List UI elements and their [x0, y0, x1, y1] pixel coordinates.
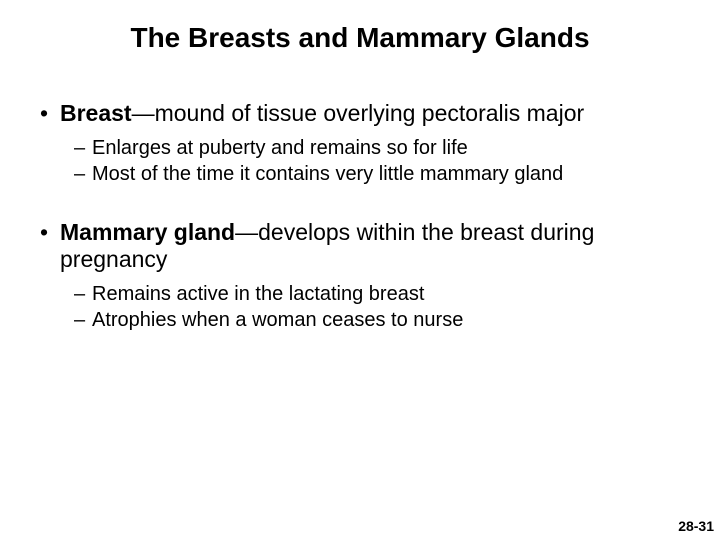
slide-title: The Breasts and Mammary Glands — [28, 22, 692, 54]
bullet-line: • Breast—mound of tissue overlying pecto… — [40, 100, 692, 127]
dash-icon: – — [74, 307, 92, 333]
bullet-dot-icon: • — [40, 100, 60, 127]
bullet-text: Mammary gland—develops within the breast… — [60, 219, 692, 273]
sub-bullet-text: Atrophies when a woman ceases to nurse — [92, 307, 463, 333]
slide: The Breasts and Mammary Glands • Breast—… — [0, 0, 720, 540]
sub-bullet-group: – Remains active in the lactating breast… — [40, 281, 692, 333]
slide-content: • Breast—mound of tissue overlying pecto… — [28, 100, 692, 333]
sub-bullet-group: – Enlarges at puberty and remains so for… — [40, 135, 692, 187]
bullet-dot-icon: • — [40, 219, 60, 246]
sub-bullet-item: – Enlarges at puberty and remains so for… — [74, 135, 692, 161]
term: Mammary gland — [60, 219, 235, 245]
dash-icon: – — [74, 281, 92, 307]
dash-icon: – — [74, 135, 92, 161]
sub-bullet-item: – Remains active in the lactating breast — [74, 281, 692, 307]
sub-bullet-text: Remains active in the lactating breast — [92, 281, 424, 307]
bullet-text: Breast—mound of tissue overlying pectora… — [60, 100, 692, 127]
bullet-item: • Mammary gland—develops within the brea… — [40, 219, 692, 333]
term: Breast — [60, 100, 132, 126]
sub-bullet-item: – Atrophies when a woman ceases to nurse — [74, 307, 692, 333]
bullet-item: • Breast—mound of tissue overlying pecto… — [40, 100, 692, 187]
page-number: 28-31 — [678, 518, 714, 534]
sub-bullet-text: Enlarges at puberty and remains so for l… — [92, 135, 468, 161]
sub-bullet-item: – Most of the time it contains very litt… — [74, 161, 692, 187]
bullet-line: • Mammary gland—develops within the brea… — [40, 219, 692, 273]
sub-bullet-text: Most of the time it contains very little… — [92, 161, 563, 187]
definition: —mound of tissue overlying pectoralis ma… — [132, 100, 585, 126]
dash-icon: – — [74, 161, 92, 187]
